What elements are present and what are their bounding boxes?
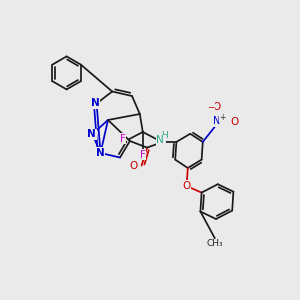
Text: N: N xyxy=(156,135,164,146)
Text: O: O xyxy=(130,160,138,171)
Text: +: + xyxy=(219,113,226,122)
Text: F: F xyxy=(160,134,166,144)
Text: F: F xyxy=(120,134,126,144)
Text: CH₃: CH₃ xyxy=(206,239,223,248)
Text: O: O xyxy=(212,102,221,112)
Text: O: O xyxy=(182,181,191,191)
Text: −: − xyxy=(207,102,214,111)
Text: H: H xyxy=(161,131,168,140)
Text: N: N xyxy=(87,129,96,139)
Text: F: F xyxy=(140,149,146,160)
Text: N: N xyxy=(213,116,220,127)
Text: N: N xyxy=(95,148,104,158)
Text: N: N xyxy=(91,98,100,109)
Text: O: O xyxy=(230,117,238,127)
